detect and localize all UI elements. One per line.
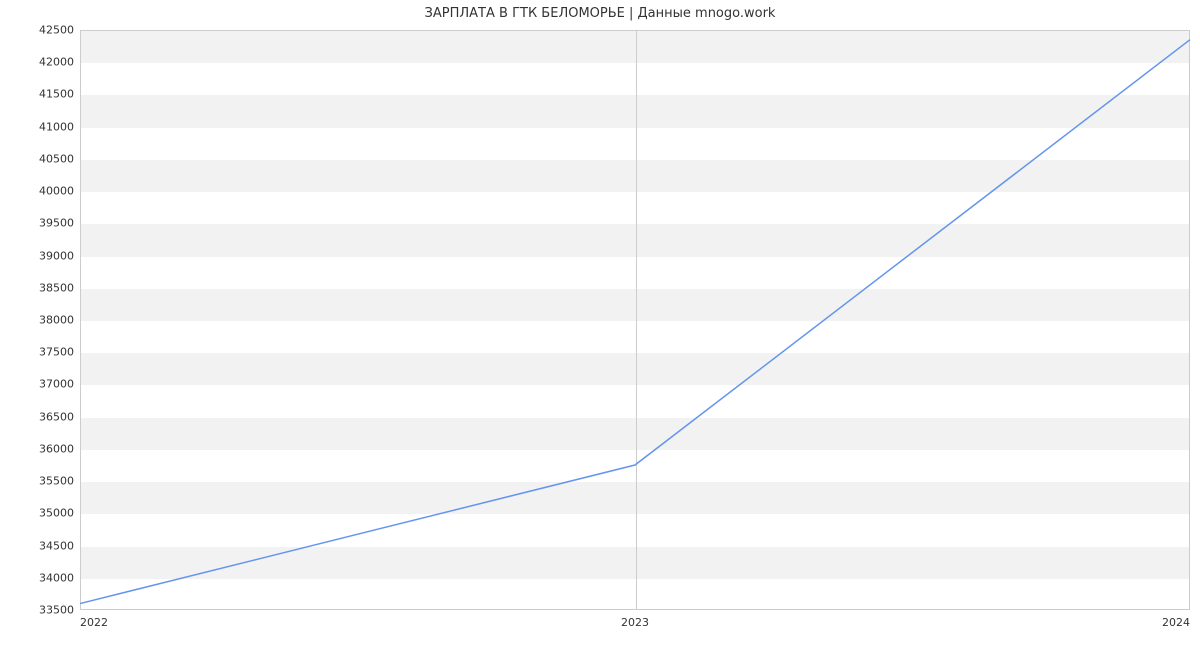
y-tick-label: 40000 bbox=[39, 185, 80, 198]
y-tick-label: 41500 bbox=[39, 88, 80, 101]
y-tick-label: 33500 bbox=[39, 604, 80, 617]
y-tick-label: 36500 bbox=[39, 410, 80, 423]
series-line-salary bbox=[80, 40, 1190, 604]
y-tick-label: 37000 bbox=[39, 378, 80, 391]
y-tick-label: 34000 bbox=[39, 571, 80, 584]
y-tick-label: 42500 bbox=[39, 24, 80, 37]
x-tick-label: 2022 bbox=[80, 610, 108, 629]
y-tick-label: 34500 bbox=[39, 539, 80, 552]
chart-title: ЗАРПЛАТА В ГТК БЕЛОМОРЬЕ | Данные mnogo.… bbox=[0, 6, 1200, 21]
y-tick-label: 40500 bbox=[39, 152, 80, 165]
y-tick-label: 37500 bbox=[39, 346, 80, 359]
line-layer bbox=[80, 30, 1190, 610]
x-tick-label: 2023 bbox=[621, 610, 649, 629]
y-tick-label: 35000 bbox=[39, 507, 80, 520]
y-tick-label: 38000 bbox=[39, 314, 80, 327]
y-tick-label: 36000 bbox=[39, 442, 80, 455]
y-tick-label: 39000 bbox=[39, 249, 80, 262]
x-tick-label: 2024 bbox=[1162, 610, 1190, 629]
y-tick-label: 35500 bbox=[39, 475, 80, 488]
y-tick-label: 38500 bbox=[39, 281, 80, 294]
y-tick-label: 39500 bbox=[39, 217, 80, 230]
y-tick-label: 41000 bbox=[39, 120, 80, 133]
y-tick-label: 42000 bbox=[39, 56, 80, 69]
chart-plot-area: 3350034000345003500035500360003650037000… bbox=[80, 30, 1190, 610]
